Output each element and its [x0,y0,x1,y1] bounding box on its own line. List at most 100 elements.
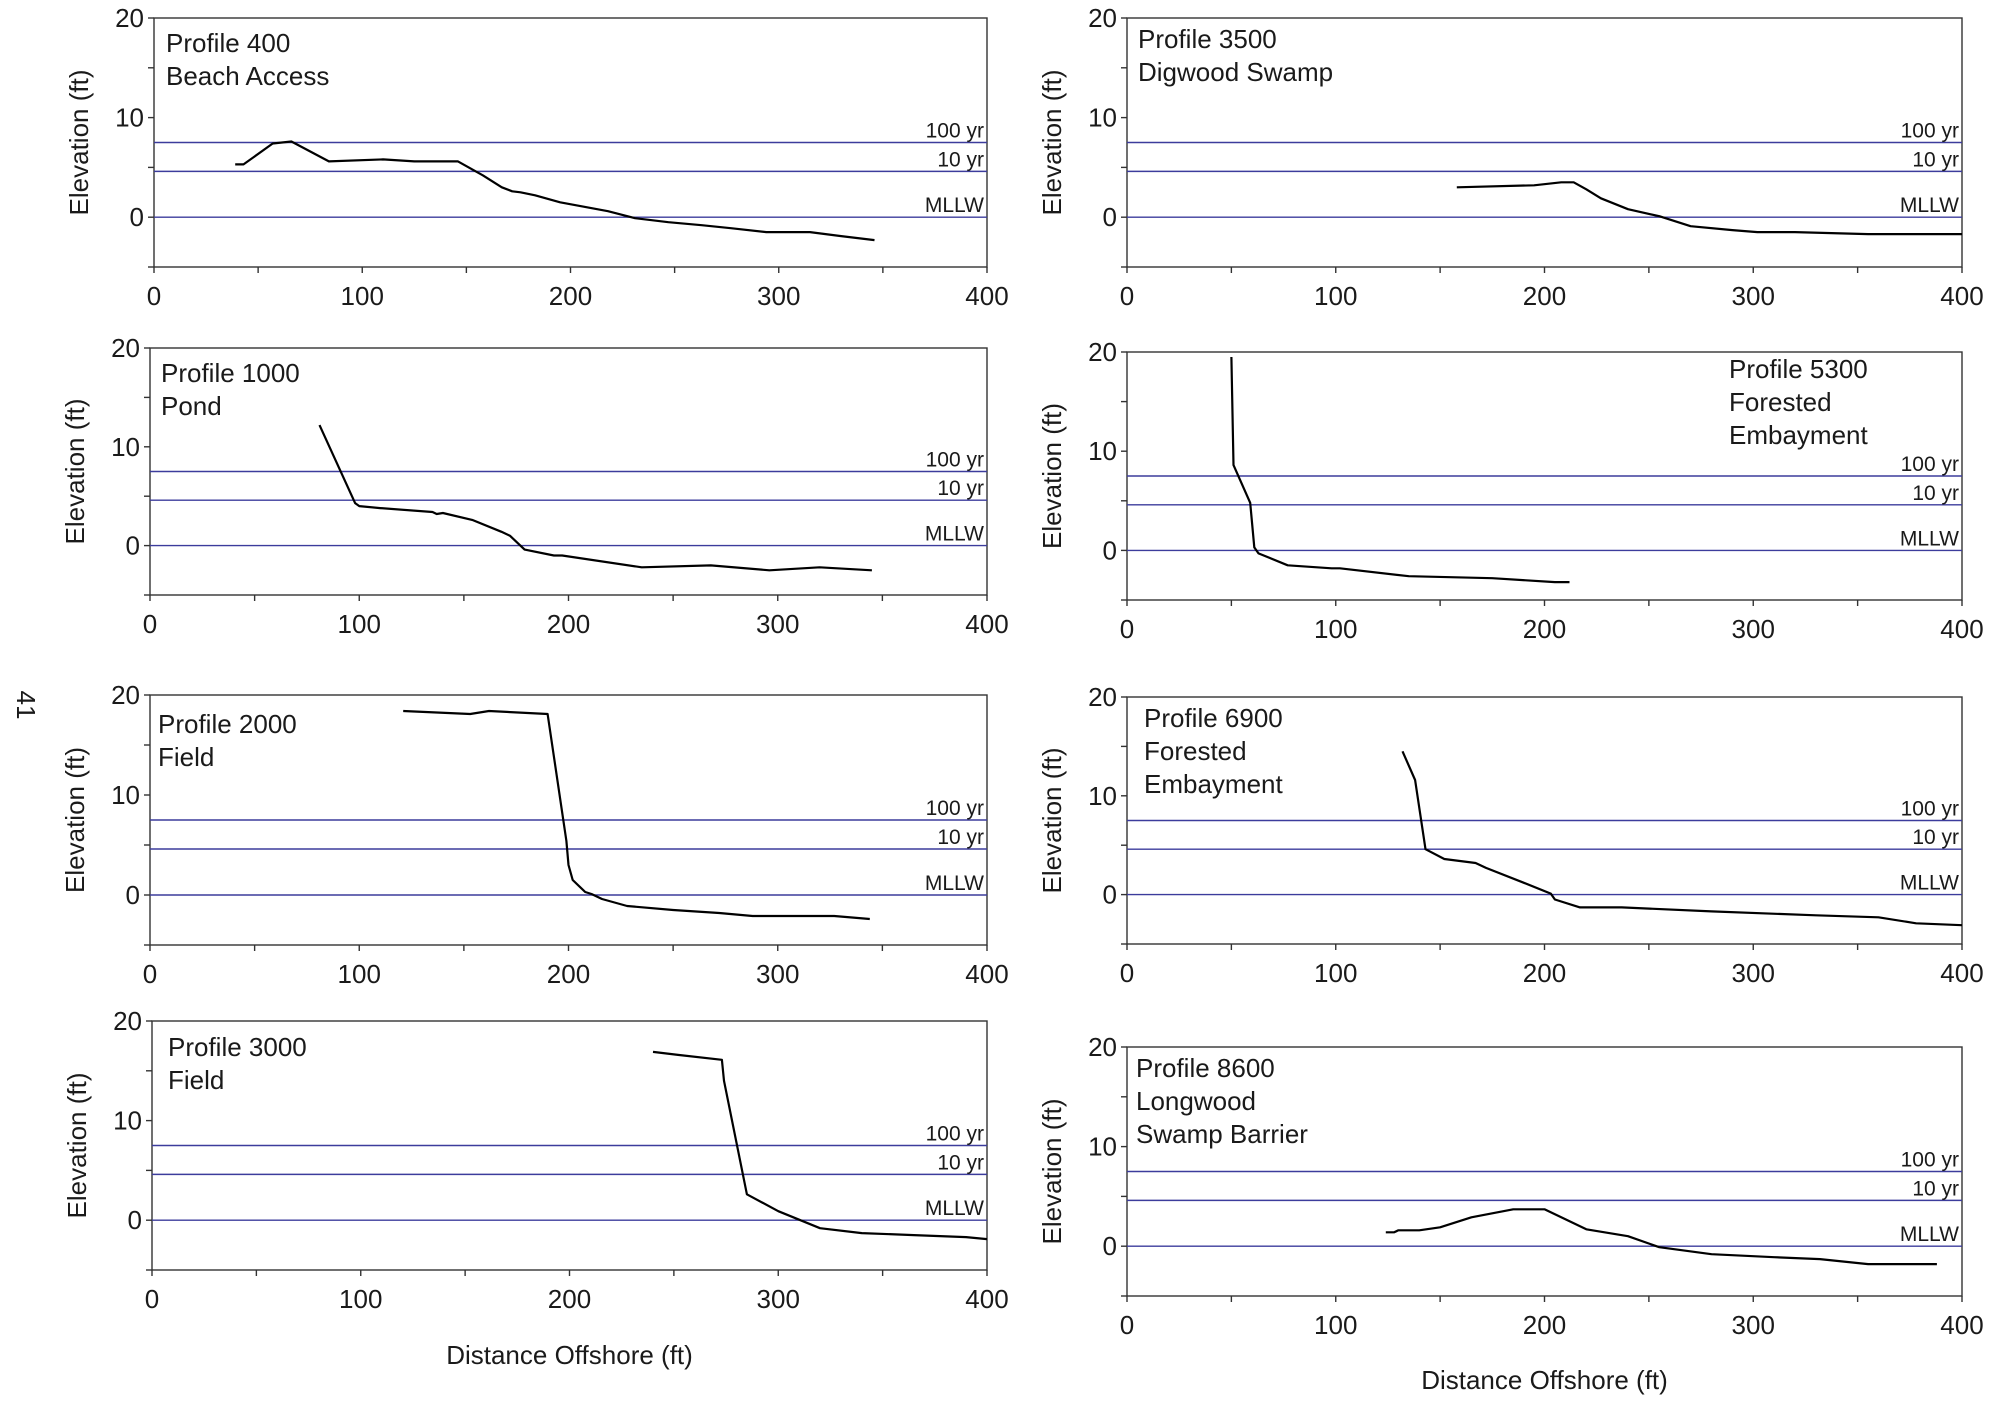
level-label-100-yr: 100 yr [926,797,984,820]
x-tick-label: 200 [547,609,590,639]
x-tick-label: 300 [1732,958,1775,988]
level-label-10-yr: 10 yr [937,477,984,500]
profile-line [403,709,870,921]
level-label-100-yr: 100 yr [926,120,984,143]
x-tick-label: 400 [1940,1310,1983,1340]
x-tick-label: 100 [341,281,384,311]
level-label-10-yr: 10 yr [937,826,984,849]
profile-annotation-line: Pond [161,391,222,421]
y-tick-label: 0 [1103,535,1117,565]
y-tick-label: 0 [128,1205,142,1235]
level-label-mllw: MLLW [925,194,984,217]
x-tick-label: 300 [757,1284,800,1314]
x-tick-label: 0 [143,959,157,989]
y-axis-label: Elevation (ft) [1037,748,1067,894]
x-tick-label: 300 [1732,614,1775,644]
profile-annotation-line: Profile 2000 [158,709,297,739]
x-tick-label: 200 [1523,614,1566,644]
x-tick-label: 300 [757,281,800,311]
profile-line [652,1050,988,1241]
x-tick-label: 0 [1120,1310,1134,1340]
x-tick-label: 100 [338,609,381,639]
level-label-100-yr: 100 yr [926,1123,984,1146]
y-tick-label: 10 [113,1106,142,1136]
y-axis-label: Elevation (ft) [1037,70,1067,216]
level-label-100-yr: 100 yr [1901,453,1959,476]
x-tick-label: 200 [549,281,592,311]
profile-annotation-line: Embayment [1144,769,1283,799]
x-axis-label: Distance Offshore (ft) [446,1340,693,1370]
x-tick-label: 100 [338,959,381,989]
level-label-10-yr: 10 yr [1912,482,1959,505]
profile-annotation-line: Profile 5300 [1729,354,1868,384]
level-label-mllw: MLLW [1900,1223,1959,1246]
y-tick-label: 20 [113,1006,142,1036]
y-tick-label: 10 [1088,103,1117,133]
y-tick-label: 10 [111,780,140,810]
profile-annotation-line: Longwood [1136,1086,1256,1116]
y-axis-label: Elevation (ft) [1037,1099,1067,1245]
y-tick-label: 10 [115,103,144,133]
x-axis-label: Distance Offshore (ft) [1421,1365,1668,1395]
y-tick-label: 0 [1103,1231,1117,1261]
x-tick-label: 200 [1523,1310,1566,1340]
x-tick-label: 100 [1314,281,1357,311]
x-tick-label: 300 [1732,1310,1775,1340]
x-tick-label: 200 [1523,281,1566,311]
x-tick-label: 0 [143,609,157,639]
profile-annotation-line: Digwood Swamp [1138,57,1333,87]
x-tick-label: 100 [1314,1310,1357,1340]
y-tick-label: 20 [1088,1032,1117,1062]
x-tick-label: 300 [756,609,799,639]
x-tick-label: 100 [1314,958,1357,988]
level-label-100-yr: 100 yr [1901,798,1959,821]
y-tick-label: 0 [1103,880,1117,910]
y-axis-label: Elevation (ft) [1037,403,1067,549]
x-tick-label: 0 [145,1284,159,1314]
profile-annotation-line: Field [168,1065,224,1095]
x-tick-label: 300 [756,959,799,989]
x-tick-label: 400 [965,1284,1008,1314]
profile-annotation-line: Profile 3500 [1138,24,1277,54]
level-label-10-yr: 10 yr [937,1151,984,1174]
y-tick-label: 10 [1088,1132,1117,1162]
y-tick-label: 20 [115,3,144,33]
level-label-10-yr: 10 yr [1912,1177,1959,1200]
profile-line [1230,356,1570,584]
x-tick-label: 0 [1120,281,1134,311]
profile-line [1401,750,1963,927]
x-tick-label: 300 [1732,281,1775,311]
profile-line [318,424,872,572]
x-tick-label: 0 [147,281,161,311]
level-label-mllw: MLLW [925,523,984,546]
y-tick-label: 10 [1088,436,1117,466]
level-label-100-yr: 100 yr [926,449,984,472]
level-label-10-yr: 10 yr [1912,826,1959,849]
profile-annotation-line: Embayment [1729,420,1868,450]
y-tick-label: 20 [1088,337,1117,367]
level-label-mllw: MLLW [925,1197,984,1220]
y-tick-label: 20 [1088,682,1117,712]
y-tick-label: 10 [1088,781,1117,811]
x-tick-label: 400 [965,959,1008,989]
profile-annotation-line: Profile 1000 [161,358,300,388]
y-tick-label: 10 [111,432,140,462]
page-number: 41 [11,691,41,720]
y-tick-label: 0 [126,531,140,561]
profile-annotation-line: Beach Access [166,61,329,91]
y-tick-label: 20 [111,333,140,363]
level-label-mllw: MLLW [1900,194,1959,217]
level-label-mllw: MLLW [1900,872,1959,895]
x-tick-label: 400 [1940,958,1983,988]
level-label-10-yr: 10 yr [1912,148,1959,171]
profile-line [1385,1208,1937,1266]
y-axis-label: Elevation (ft) [60,747,90,893]
x-tick-label: 400 [965,609,1008,639]
x-tick-label: 100 [339,1284,382,1314]
